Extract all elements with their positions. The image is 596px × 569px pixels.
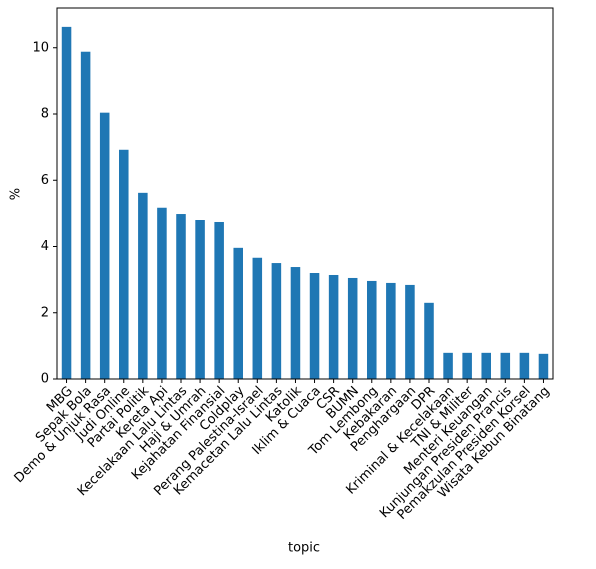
- bar: [424, 302, 434, 379]
- bar: [347, 277, 358, 379]
- bar: [176, 214, 186, 379]
- y-tick-label: 0: [41, 372, 49, 387]
- bar: [157, 207, 167, 379]
- x-axis-label: topic: [288, 541, 320, 556]
- y-tick-label: 8: [41, 107, 49, 122]
- bar: [328, 274, 339, 379]
- y-tick-label: 4: [41, 239, 49, 254]
- bar: [538, 353, 549, 379]
- bar: [61, 26, 72, 379]
- bar: [99, 112, 110, 380]
- bar: [443, 352, 453, 379]
- bar: [80, 51, 91, 379]
- bar: [214, 221, 224, 379]
- bar: [405, 284, 415, 379]
- bar: [290, 267, 301, 379]
- bar: [233, 247, 243, 379]
- bar: [309, 273, 320, 379]
- y-tick-label: 2: [41, 305, 49, 320]
- y-tick-label: 6: [41, 173, 49, 188]
- axes-frame: [56, 7, 554, 380]
- bar: [138, 192, 148, 379]
- y-axis-label: %: [9, 188, 24, 200]
- bar: [519, 352, 530, 379]
- bar: [386, 282, 396, 379]
- bar: [500, 352, 511, 379]
- bar: [195, 220, 205, 379]
- bar: [462, 352, 472, 379]
- bar: [481, 352, 491, 379]
- y-tick-label: 10: [32, 40, 49, 55]
- bar: [367, 280, 377, 379]
- bar: [119, 149, 129, 379]
- bar: [252, 257, 263, 379]
- bar: [271, 263, 282, 379]
